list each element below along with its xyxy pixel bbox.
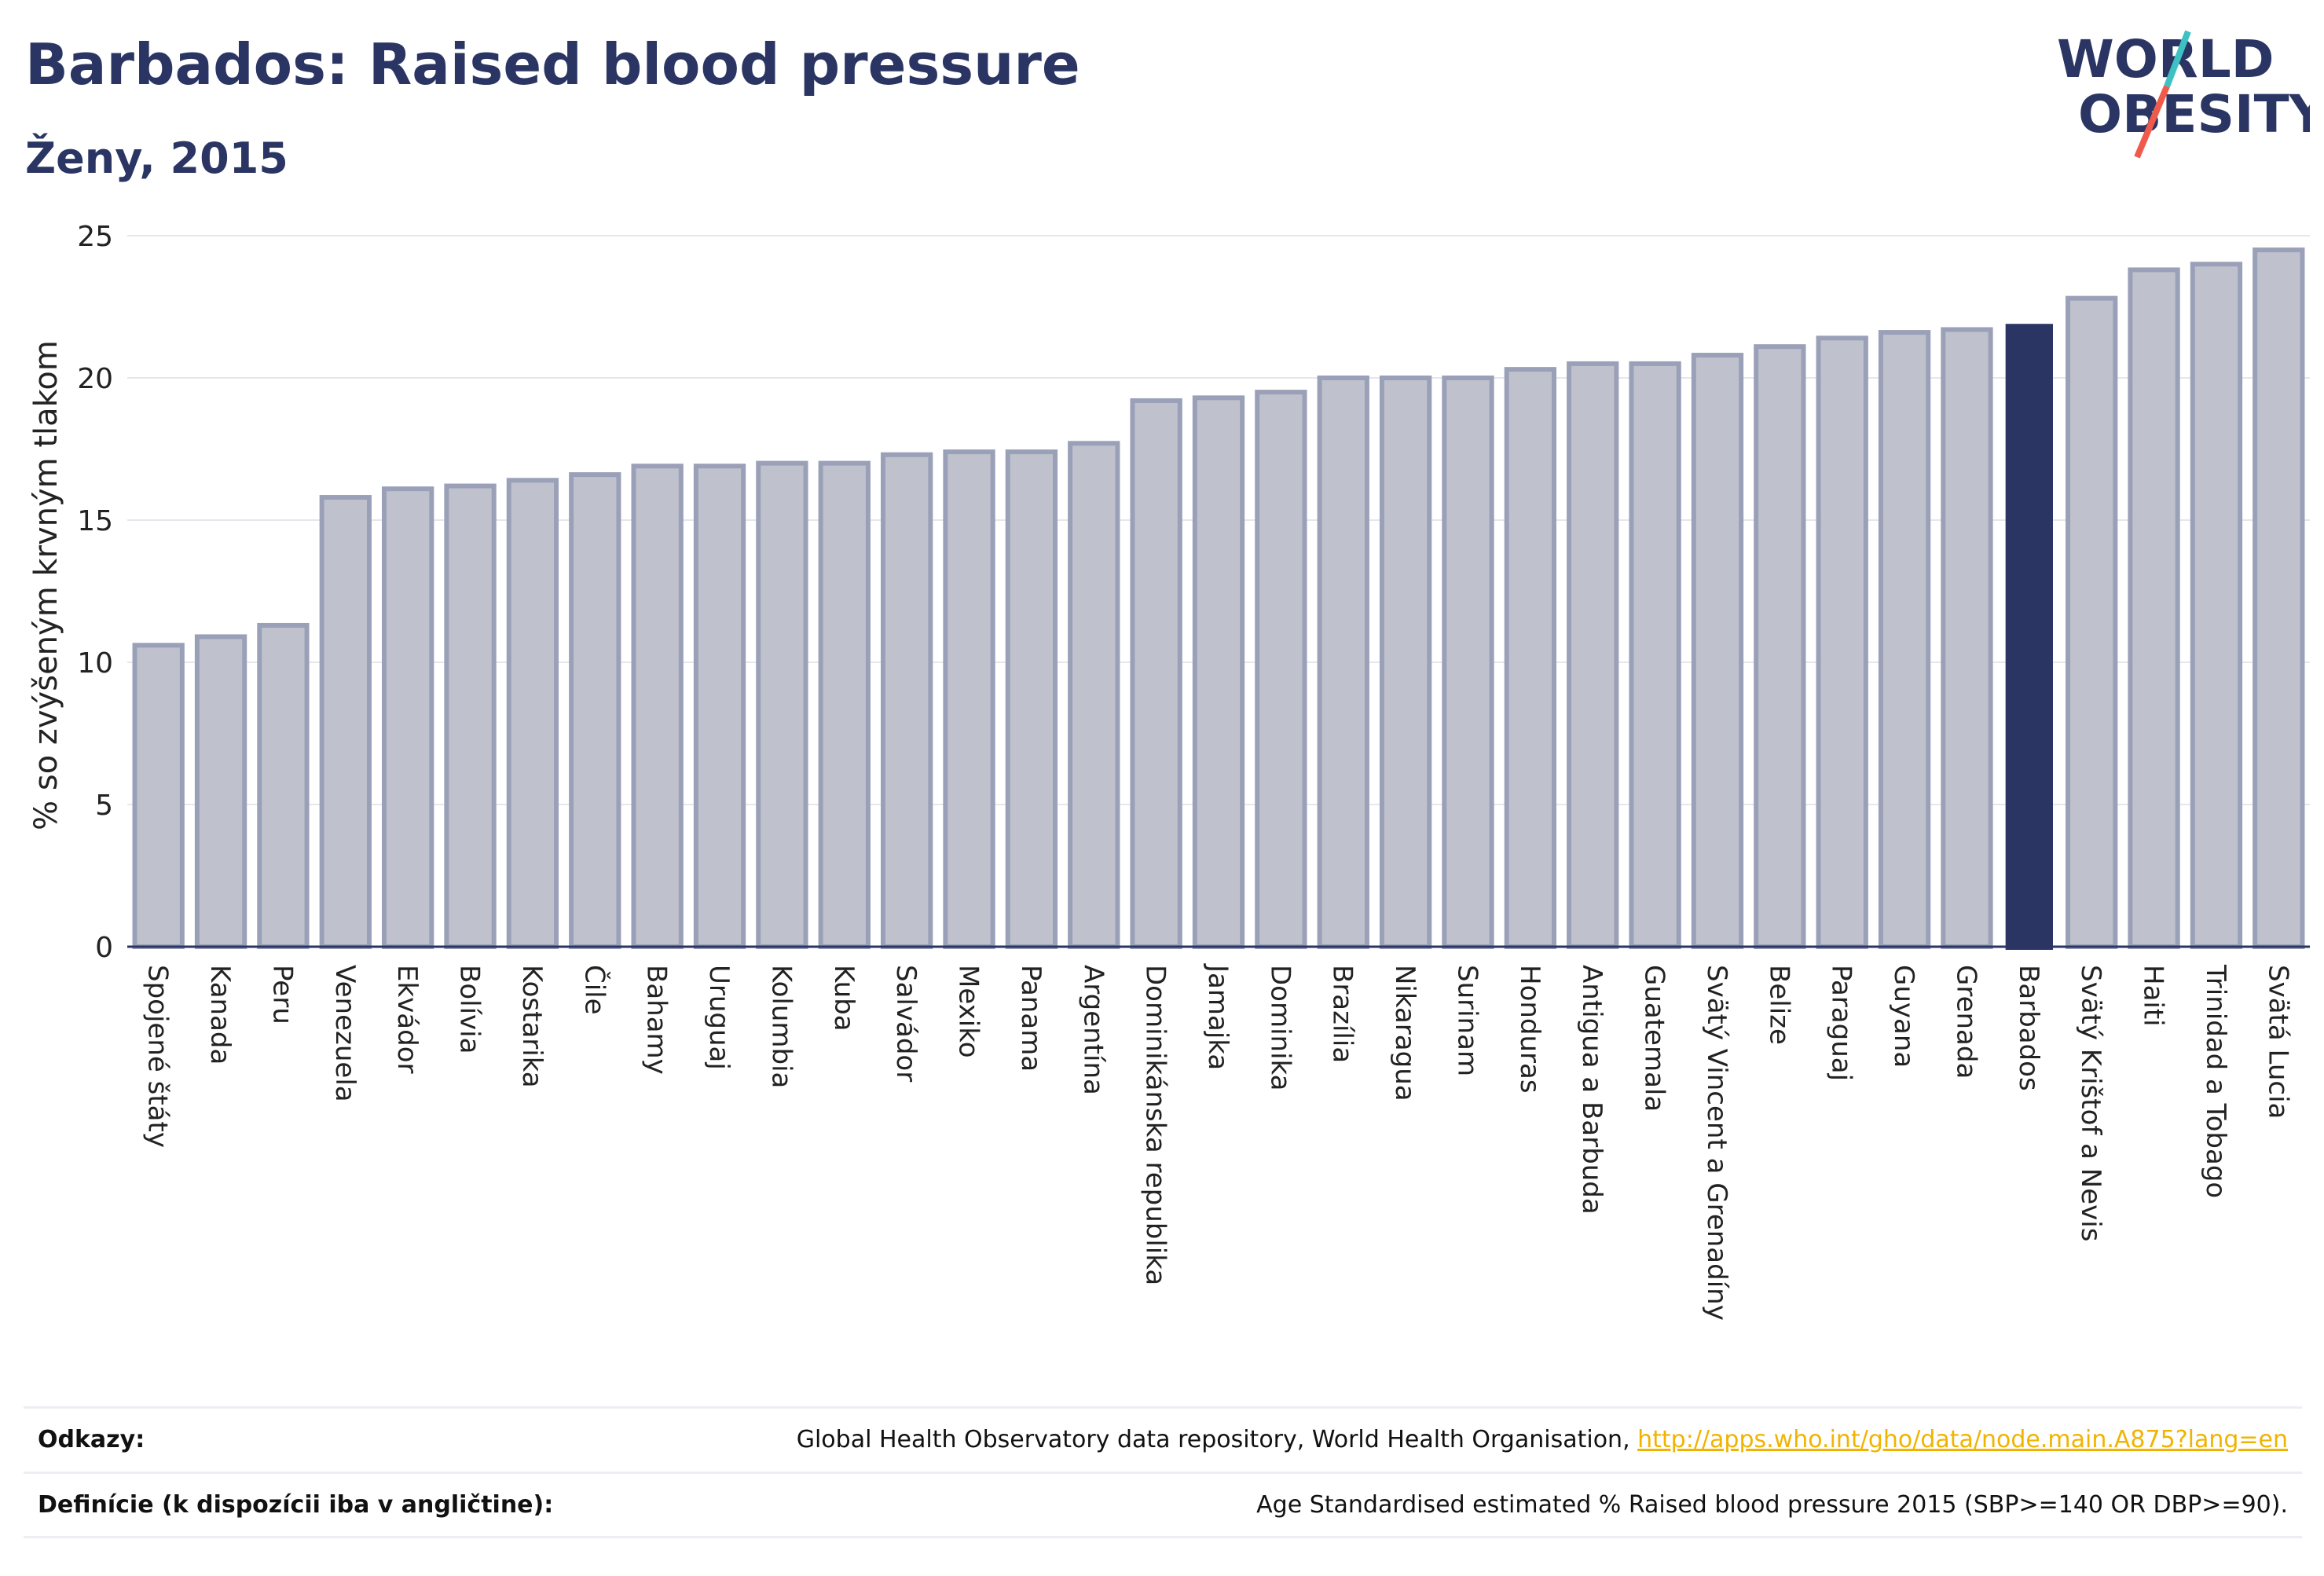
bar-12 (880, 452, 933, 949)
bar-11 (818, 460, 871, 949)
page-title: Barbados: Raised blood pressure (25, 31, 1080, 97)
x-tick-label-4: Ekvádor (391, 965, 423, 1074)
x-tick-labels: Spojené štáty Kanada Peru Venezuela Ekvádor B… (142, 963, 2294, 1321)
x-tick-label-27: Paraguaj (1826, 965, 1857, 1081)
y-tick-label-2: 10 (77, 647, 113, 680)
x-tick-label-9: Uruguaj (703, 965, 735, 1070)
bar-13 (943, 449, 995, 949)
y-axis-label: % so zvýšeným krvným tlakom (28, 340, 64, 830)
x-tick-label-20: Nikaragua (1389, 965, 1420, 1101)
bar-2 (257, 622, 310, 949)
y-tick-label-4: 20 (77, 363, 113, 395)
world-obesity-logo: WORLD OBESITY (2057, 29, 2310, 159)
bar-30 (2005, 324, 2053, 951)
footer-divider-bottom (24, 1536, 2302, 1538)
bar-32 (2128, 267, 2180, 949)
logo-slash-top (2164, 30, 2191, 88)
x-tick-label-21: Surinam (1451, 965, 1483, 1076)
bar-9 (693, 464, 746, 949)
x-tick-label-28: Guyana (1888, 965, 1919, 1068)
y-tick-label-0: 0 (95, 932, 113, 964)
x-tick-label-5: Bolívia (454, 965, 486, 1054)
x-tick-label-24: Guatemala (1639, 965, 1670, 1112)
y-tick-label-3: 15 (77, 505, 113, 537)
x-tick-label-26: Belize (1763, 965, 1794, 1045)
bar-34 (2253, 247, 2305, 950)
bar-19 (1317, 376, 1369, 949)
logo-line2: OBESITY (2078, 84, 2310, 145)
x-tick-label-8: Bahamy (641, 965, 673, 1075)
x-tick-label-22: Honduras (1514, 965, 1545, 1094)
footer-divider-middle (24, 1472, 2302, 1474)
bar-7 (569, 472, 621, 949)
x-tick-label-10: Kolumbia (765, 965, 797, 1088)
bar-18 (1255, 390, 1307, 950)
bar-25 (1691, 353, 1744, 950)
definitions-label: Definície (k dispozícii iba v angličtine… (38, 1491, 554, 1519)
bar-29 (1941, 327, 1993, 949)
bar-chart: 0 5 10 15 20 25 Spojené štáty Kanada Peru Venezu… (28, 221, 2310, 1321)
x-tick-label-18: Dominika (1264, 965, 1296, 1090)
bar-17 (1192, 395, 1245, 949)
bar-0 (132, 643, 185, 950)
x-tick-label-31: Svätý Krištof a Nevis (2075, 965, 2106, 1241)
logo-line1: WORLD (2057, 29, 2275, 90)
bar-4 (382, 486, 434, 949)
bar-5 (444, 483, 497, 949)
bar-21 (1442, 376, 1494, 949)
x-tick-label-29: Grenada (1950, 965, 1981, 1079)
bar-31 (2066, 295, 2118, 949)
y-tick-label-5: 25 (77, 221, 113, 253)
bar-8 (631, 464, 684, 949)
bar-10 (756, 460, 808, 949)
bar-15 (1068, 441, 1120, 949)
bar-3 (319, 495, 372, 949)
bar-20 (1379, 376, 1432, 949)
y-tick-labels: 0 5 10 15 20 25 (77, 221, 113, 964)
bar-24 (1629, 361, 1681, 949)
x-tick-label-1: Kanada (204, 965, 236, 1065)
bar-1 (194, 634, 247, 949)
x-tick-label-33: Trinidad a Tobago (2200, 964, 2231, 1198)
bar-28 (1878, 330, 1931, 949)
bar-22 (1504, 367, 1557, 949)
references-label: Odkazy: (38, 1426, 145, 1453)
definitions-row: Definície (k dispozícii iba v angličtine… (24, 1491, 2302, 1538)
bar-33 (2190, 262, 2243, 949)
bar-16 (1130, 398, 1182, 949)
bar-23 (1567, 361, 1619, 949)
x-tick-label-14: Panama (1015, 965, 1047, 1072)
bar-6 (506, 478, 559, 949)
references-text: Global Health Observatory data repositor… (796, 1426, 1638, 1453)
references-value: Global Health Observatory data repositor… (797, 1426, 2288, 1453)
x-tick-label-2: Peru (266, 965, 298, 1024)
x-tick-label-23: Antigua a Barbuda (1576, 965, 1607, 1215)
x-tick-label-12: Salvádor (890, 965, 922, 1082)
x-tick-label-13: Mexiko (953, 965, 984, 1058)
x-tick-label-3: Venezuela (329, 965, 361, 1102)
footer-divider-top (24, 1406, 2302, 1409)
bar-27 (1816, 335, 1868, 949)
definitions-text: Age Standardised estimated % Raised bloo… (1256, 1491, 2288, 1519)
y-tick-label-1: 5 (95, 790, 113, 822)
references-row: Odkazy: Global Health Observatory data r… (24, 1426, 2302, 1473)
x-tick-label-32: Haiti (2138, 965, 2169, 1027)
x-tick-label-0: Spojené štáty (142, 965, 174, 1148)
x-tick-label-16: Dominikánska republika (1140, 965, 1171, 1285)
x-tick-label-34: Svätá Lucia (2262, 965, 2293, 1119)
x-tick-label-7: Čile (578, 965, 610, 1015)
x-tick-label-30: Barbados (2013, 965, 2044, 1091)
x-tick-label-15: Argentína (1077, 965, 1109, 1095)
x-tick-label-25: Svätý Vincent a Grenadíny (1701, 965, 1732, 1321)
x-tick-label-19: Brazília (1327, 965, 1358, 1063)
x-tick-label-6: Kostarika (516, 965, 548, 1088)
bar-14 (1005, 449, 1058, 949)
page-subtitle: Ženy, 2015 (25, 134, 288, 183)
x-tick-label-17: Jamajka (1202, 963, 1233, 1070)
logo-slash-bottom (2134, 85, 2170, 159)
bar-26 (1754, 344, 1806, 949)
x-tick-label-11: Kuba (828, 965, 860, 1032)
bars (132, 247, 2305, 951)
references-link[interactable]: http://apps.who.int/gho/data/node.main.A… (1637, 1426, 2288, 1453)
